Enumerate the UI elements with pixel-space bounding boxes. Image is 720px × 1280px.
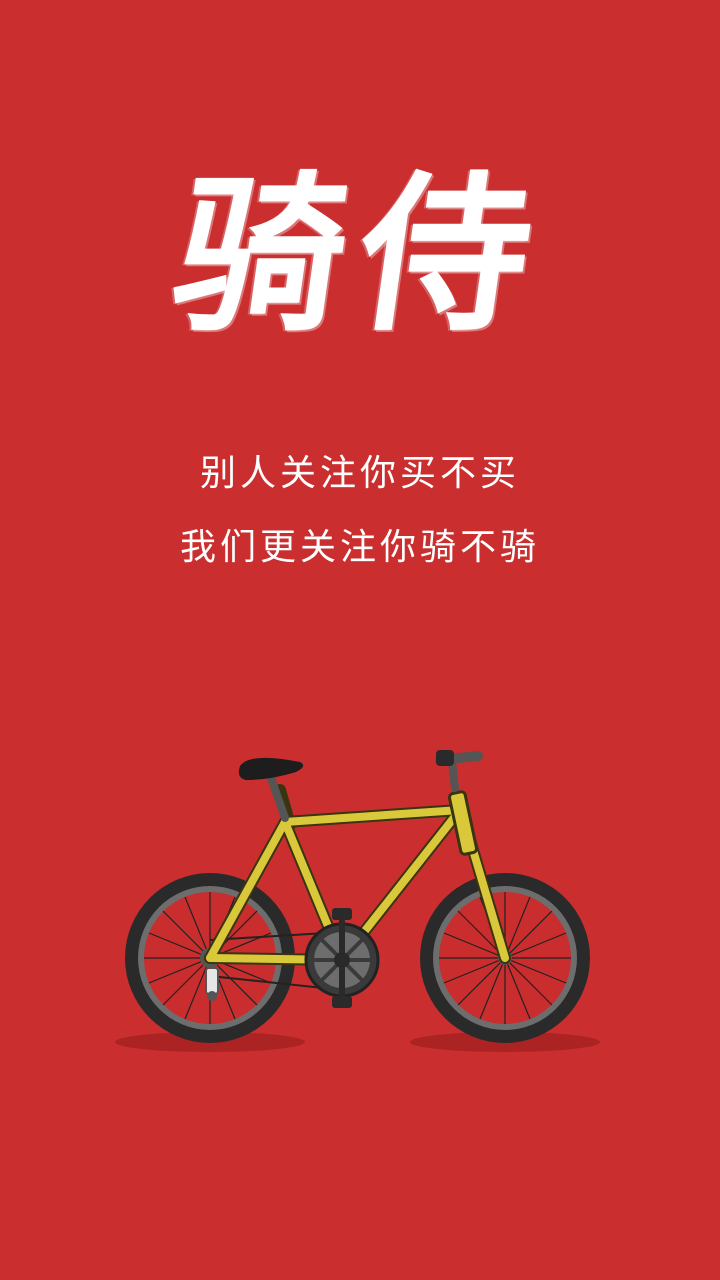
- bicycle-icon: [115, 750, 600, 1052]
- rear-derailleur: [205, 967, 219, 1001]
- handlebar: [435, 750, 483, 792]
- slogan-line-2: 我们更关注你骑不骑: [179, 527, 540, 568]
- slogan-line-1: 别人关注你买不买: [199, 453, 520, 494]
- saddle: [238, 757, 304, 822]
- crank-and-pedals: [332, 908, 352, 1008]
- app-logo-text: 骑侍: [161, 155, 559, 355]
- head-tube: [447, 790, 479, 856]
